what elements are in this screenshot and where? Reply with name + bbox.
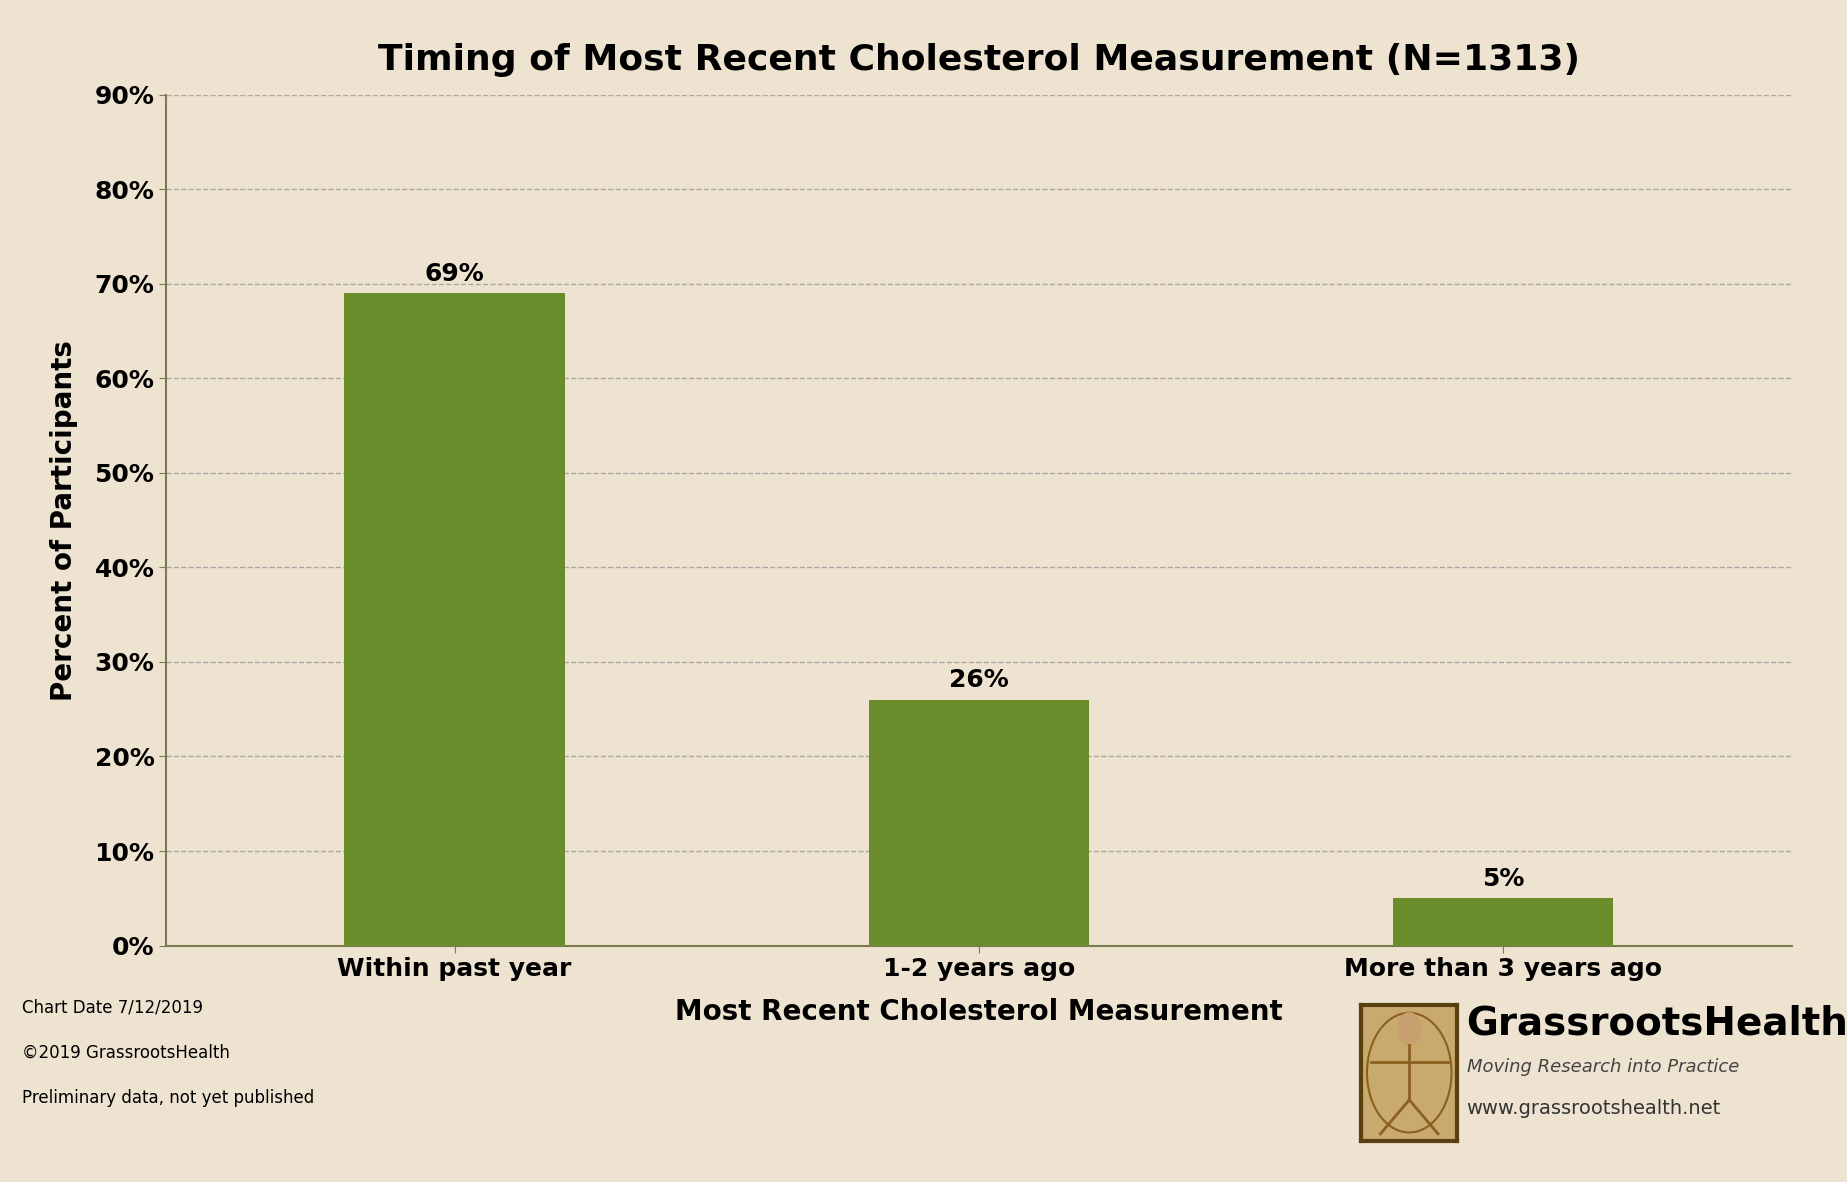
Y-axis label: Percent of Participants: Percent of Participants — [50, 339, 78, 701]
Title: Timing of Most Recent Cholesterol Measurement (N=1313): Timing of Most Recent Cholesterol Measur… — [379, 43, 1579, 77]
Bar — [345, 293, 565, 946]
Text: Preliminary data, not yet published: Preliminary data, not yet published — [22, 1089, 314, 1106]
Text: Chart Date 7/12/2019: Chart Date 7/12/2019 — [22, 999, 203, 1017]
Text: GrassrootsHealth: GrassrootsHealth — [1467, 1005, 1847, 1043]
Text: 26%: 26% — [949, 668, 1008, 693]
Bar — [1393, 898, 1612, 946]
X-axis label: Most Recent Cholesterol Measurement: Most Recent Cholesterol Measurement — [674, 998, 1284, 1026]
Text: Moving Research into Practice: Moving Research into Practice — [1467, 1058, 1738, 1076]
Text: 5%: 5% — [1481, 866, 1524, 891]
Bar — [868, 700, 1090, 946]
Text: 69%: 69% — [425, 261, 484, 286]
Text: www.grassrootshealth.net: www.grassrootshealth.net — [1467, 1099, 1721, 1118]
Circle shape — [1398, 1013, 1420, 1045]
Text: ©2019 GrassrootsHealth: ©2019 GrassrootsHealth — [22, 1044, 231, 1061]
